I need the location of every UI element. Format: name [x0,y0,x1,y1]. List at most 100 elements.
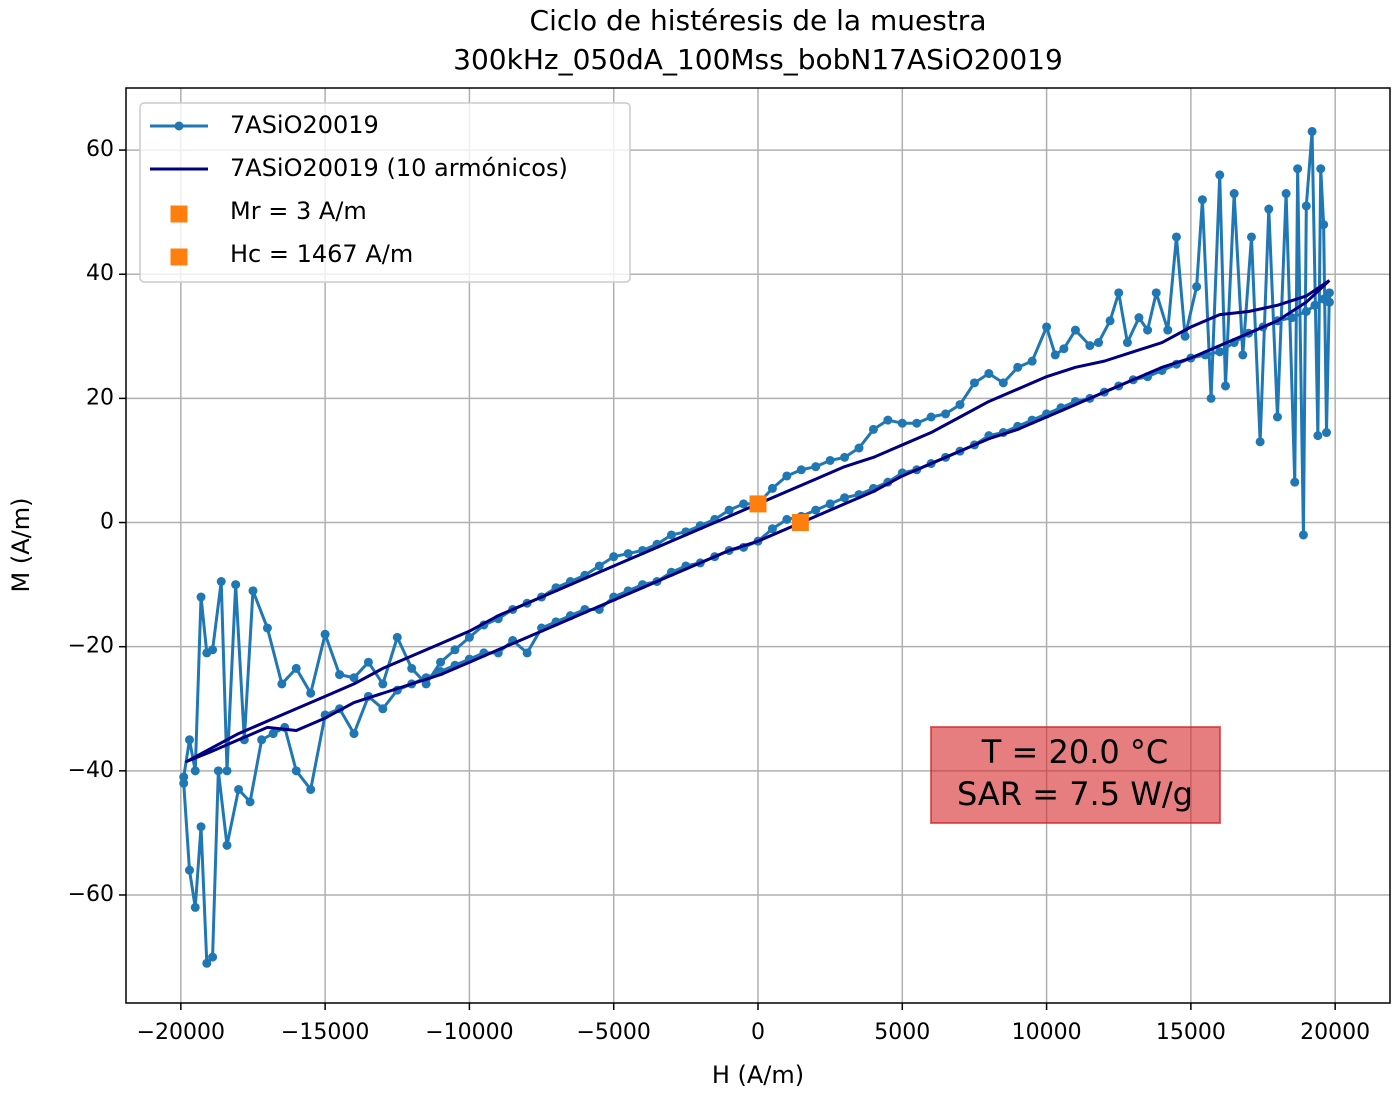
data-point [464,632,474,642]
data-point [739,499,749,509]
data-point [1307,126,1317,136]
data-point [1246,232,1256,242]
data-point [1324,297,1334,307]
data-point [184,865,194,875]
data-point [1180,331,1190,341]
data-point [1319,220,1329,230]
data-point [1287,313,1297,323]
data-point [1197,195,1207,205]
legend-label: 7ASiO20019 [230,111,379,139]
data-point [1272,412,1282,422]
data-point [190,902,200,912]
data-point [208,952,218,962]
data-point [1255,437,1265,447]
data-point [248,586,258,596]
data-point [222,840,232,850]
x-tick-label: −5000 [576,1020,650,1045]
data-point [767,483,777,493]
data-point [1122,338,1132,348]
data-point [1206,393,1216,403]
data-point [450,645,460,655]
plot-frame [125,87,1391,1004]
data-point [767,524,777,534]
y-axis-label: M (A/m) [7,498,35,593]
y-tick-label: −60 [68,882,114,907]
data-point [522,648,532,658]
data-point [1293,164,1303,174]
legend-label: 7ASiO20019 (10 armónicos) [230,154,568,182]
data-point [436,657,446,667]
data-point [407,663,417,673]
data-point [378,704,388,714]
data-point [926,412,936,422]
legend-marker [174,121,184,131]
data-point [1059,344,1069,354]
data-point [1143,325,1153,335]
data-point [1070,325,1080,335]
data-point [196,822,206,832]
data-point [1322,428,1332,438]
data-point [1313,431,1323,441]
data-point [854,443,864,453]
data-point [1042,322,1052,332]
y-tick-label: 20 [86,385,114,410]
x-tick-label: 20000 [1300,1020,1370,1045]
chart-subtitle: 300kHz_050dA_100Mss_bobN17ASiO20019 [453,43,1063,76]
legend-marker [170,248,188,266]
data-point [1192,282,1202,292]
data-point [349,673,359,683]
x-tick-label: 10000 [1012,1020,1082,1045]
data-point [277,679,287,689]
data-point [234,784,244,794]
data-point [811,505,821,515]
y-tick-label: −20 [68,634,114,659]
data-point [883,415,893,425]
data-point [1050,350,1060,360]
y-tick-label: −40 [68,758,114,783]
data-point [196,592,206,602]
data-point [1171,232,1181,242]
x-tick-label: 5000 [874,1020,930,1045]
x-tick-label: −20000 [137,1020,225,1045]
data-point [1215,347,1225,357]
data-point [1215,170,1225,180]
data-point [262,623,272,633]
data-point [1238,350,1248,360]
data-point [796,465,806,475]
data-point [202,648,212,658]
data-point [179,778,189,788]
y-tick-label: 40 [86,261,114,286]
data-point [190,766,200,776]
annotation-box [930,726,1221,824]
data-point [782,471,792,481]
data-point [349,729,359,739]
data-point [268,729,278,739]
data-point [1229,189,1239,199]
x-tick-label: −15000 [281,1020,369,1045]
series-line [185,279,1331,764]
annotation: T = 20.0 °C SAR = 7.5 W/g [930,726,1221,824]
y-tick-label: 60 [86,137,114,162]
data-point [1281,189,1291,199]
data-point [825,455,835,465]
data-point [1094,338,1104,348]
data-point [840,452,850,462]
data-point [392,632,402,642]
data-point [868,424,878,434]
data-point [811,462,821,472]
data-point [1316,164,1326,174]
data-point [1114,288,1124,298]
data-point [840,493,850,503]
data-point [594,561,604,571]
data-point [335,670,345,680]
data-point [1105,316,1115,326]
data-point [1290,477,1300,487]
annotation-text: SAR = 7.5 W/g [957,775,1193,813]
legend-label: Mr = 3 A/m [230,197,367,225]
data-point [1163,325,1173,335]
data-point [320,629,330,639]
data-point [724,505,734,515]
data-point [245,797,255,807]
data-point [1134,313,1144,323]
